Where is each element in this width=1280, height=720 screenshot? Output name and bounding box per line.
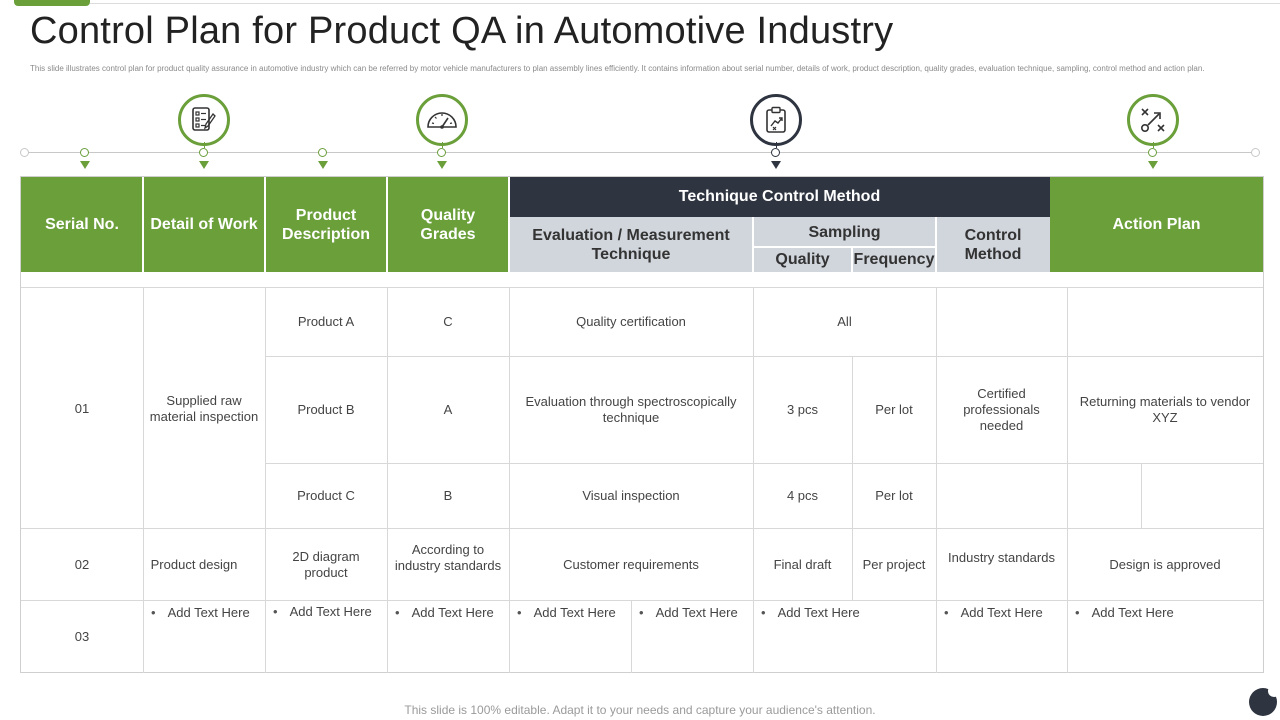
- header-action-plan: Action Plan: [1050, 177, 1263, 272]
- col-divider: [852, 357, 853, 601]
- timeline-node: [437, 148, 446, 157]
- header-detail: Detail of Work: [143, 177, 265, 272]
- row2-frequency: Per project: [862, 556, 926, 572]
- row1b-frequency: Per lot: [875, 402, 913, 417]
- col-divider: [509, 287, 510, 673]
- row2-serial: 02: [74, 556, 90, 572]
- corner-logo-icon: [1249, 685, 1280, 716]
- timeline: [0, 90, 1280, 175]
- top-accent-bar: [14, 0, 90, 6]
- timeline-stem: [442, 142, 443, 148]
- timeline-marker: [80, 161, 90, 169]
- row1a-sampling-all: All: [837, 314, 852, 329]
- header-control-method: Control Method: [936, 217, 1050, 272]
- timeline-stem: [1153, 142, 1154, 148]
- header-divider: [142, 177, 144, 272]
- row1c-product: Product C: [297, 488, 355, 503]
- header-technique-group: Technique Control Method: [509, 177, 1050, 217]
- row1-control: Certified professionals needed: [963, 386, 1040, 433]
- row1a-product: Product A: [297, 314, 355, 329]
- row1-action: Returning materials to vendor XYZ: [1079, 394, 1251, 425]
- row3-evaluation-placeholder[interactable]: Add Text Here: [509, 601, 631, 673]
- timeline-stem: [776, 142, 777, 148]
- row2-action: Design is approved: [1109, 556, 1221, 572]
- row1c-evaluation: Visual inspection: [582, 488, 680, 503]
- header-divider: [753, 246, 936, 248]
- col-divider: [753, 287, 754, 673]
- row2-grade: According to industry standards: [394, 542, 502, 573]
- timeline-node: [1148, 148, 1157, 157]
- timeline-line: [26, 152, 1256, 153]
- row1a-evaluation: Quality certification: [576, 314, 686, 329]
- checklist-icon: [178, 94, 230, 146]
- row1c-grade: B: [443, 488, 453, 503]
- row1a-grade: C: [443, 314, 453, 329]
- row1b-quality: 3 pcs: [786, 402, 819, 417]
- control-plan-table: Serial No. Detail of Work Product Descri…: [20, 176, 1264, 673]
- col-divider: [1067, 287, 1068, 673]
- row3-grade-placeholder[interactable]: Add Text Here: [387, 601, 509, 673]
- timeline-marker: [771, 161, 781, 169]
- timeline-node: [318, 148, 327, 157]
- timeline-marker: [318, 161, 328, 169]
- footer-note: This slide is 100% editable. Adapt it to…: [404, 703, 876, 717]
- row1-detail: Supplied raw material inspection: [149, 392, 259, 424]
- header-divider: [752, 217, 754, 272]
- timeline-marker: [437, 161, 447, 169]
- timeline-marker: [199, 161, 209, 169]
- timeline-start-node: [20, 148, 29, 157]
- row1c-quality: 4 pcs: [786, 488, 819, 503]
- header-evaluation: Evaluation / Measurement Technique: [509, 217, 753, 272]
- col-divider: [265, 287, 266, 673]
- row3-action-placeholder[interactable]: Add Text Here: [1067, 601, 1263, 673]
- row3-serial: 03: [74, 629, 90, 644]
- header-serial: Serial No.: [21, 177, 143, 272]
- header-divider: [386, 177, 388, 272]
- timeline-marker: [1148, 161, 1158, 169]
- clipboard-chart-icon: [750, 94, 802, 146]
- header-divider: [851, 247, 853, 272]
- header-sampling-quality: Quality: [753, 247, 852, 272]
- row2-evaluation: Customer requirements: [563, 556, 699, 572]
- gauge-icon: [416, 94, 468, 146]
- row1b-evaluation: Evaluation through spectroscopically tec…: [525, 394, 737, 425]
- header-divider: [935, 217, 937, 272]
- header-divider: [508, 177, 510, 272]
- row1-serial: 01: [74, 400, 90, 416]
- col-divider: [143, 287, 144, 673]
- header-sampling-frequency: Frequency: [852, 247, 936, 272]
- header-divider: [264, 177, 266, 272]
- row-divider: [265, 463, 1263, 464]
- row2-detail: Product design: [150, 556, 238, 572]
- top-divider: [90, 3, 1280, 4]
- row2-control: Industry standards: [948, 550, 1055, 565]
- row1b-product: Product B: [297, 402, 355, 417]
- header-quality-grades: Quality Grades: [387, 177, 509, 272]
- row2-quality: Final draft: [773, 556, 832, 572]
- strategy-xo-icon: [1127, 94, 1179, 146]
- col-divider: [387, 287, 388, 673]
- timeline-node: [80, 148, 89, 157]
- page-title: Control Plan for Product QA in Automotiv…: [30, 10, 894, 52]
- row2-product: 2D diagram product: [292, 548, 360, 580]
- row3-sampling-placeholder[interactable]: Add Text Here: [753, 601, 936, 673]
- col-divider: [1141, 464, 1142, 529]
- timeline-end-node: [1251, 148, 1260, 157]
- timeline-node: [771, 148, 780, 157]
- row-divider: [21, 287, 1263, 288]
- header-product: Product Description: [265, 177, 387, 272]
- row3-detail-placeholder[interactable]: Add Text Here: [143, 601, 265, 673]
- row1c-frequency: Per lot: [875, 488, 913, 503]
- row-divider: [265, 356, 1263, 357]
- row1b-grade: A: [443, 402, 453, 417]
- row-divider: [21, 528, 1263, 529]
- col-divider: [936, 287, 937, 673]
- row3-product-placeholder[interactable]: Add Text Here: [265, 601, 387, 673]
- timeline-node: [199, 148, 208, 157]
- timeline-stem: [204, 142, 205, 148]
- row3-control-placeholder[interactable]: Add Text Here: [936, 601, 1067, 673]
- row3-evaluation-placeholder-2[interactable]: Add Text Here: [631, 601, 753, 673]
- header-sampling: Sampling: [753, 217, 936, 247]
- page-subtitle: This slide illustrates control plan for …: [30, 64, 1205, 73]
